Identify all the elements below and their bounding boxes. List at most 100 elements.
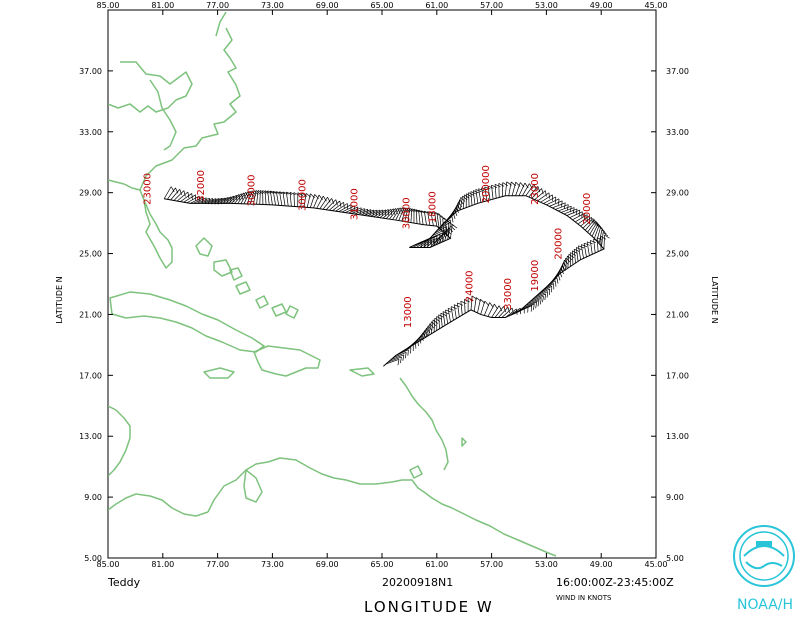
wind-barb	[243, 191, 251, 204]
wind-barb	[282, 191, 286, 206]
wind-barb-flag	[282, 191, 289, 195]
lon-tick-bottom-1: 81.00	[151, 560, 174, 569]
altitude-label-0: 23000	[142, 173, 153, 205]
wind-barb	[313, 194, 320, 209]
wind-barb-flag	[556, 277, 559, 284]
wind-barb	[580, 216, 592, 227]
wind-barb	[422, 325, 429, 339]
wind-barb	[170, 188, 180, 201]
wind-barb-flag	[450, 225, 456, 231]
wind-barb	[460, 301, 463, 316]
wind-barb	[546, 277, 558, 288]
wind-barb	[454, 199, 460, 214]
wind-barb	[487, 186, 491, 200]
wind-barb	[508, 307, 521, 317]
wind-barb	[560, 207, 575, 213]
wind-barb	[505, 308, 517, 318]
wind-barb	[508, 181, 512, 196]
wind-barb	[279, 191, 283, 206]
wind-barb-flag	[255, 190, 261, 195]
wind-barb-flag	[424, 210, 431, 214]
wind-barb	[552, 202, 566, 209]
lon-tick-bottom-6: 61.00	[425, 560, 448, 569]
us-east-coast	[139, 27, 241, 269]
wind-barb-flag	[424, 330, 429, 336]
wind-barb-flag	[542, 296, 544, 303]
wind-barb-flag	[442, 311, 449, 315]
wind-barb-flag	[507, 307, 511, 314]
wind-barb	[438, 219, 451, 229]
altitude-label-2: 30000	[247, 175, 258, 207]
wind-barb	[329, 200, 341, 211]
wind-barb	[475, 189, 479, 204]
wind-barb	[589, 240, 593, 255]
lat-tick-left-8: 37.00	[79, 67, 102, 76]
wind-barb	[357, 209, 372, 215]
wind-barb-flag	[583, 242, 590, 246]
wind-barb-flag	[541, 188, 544, 195]
wind-barb-flag	[434, 317, 441, 322]
wind-barb-flag	[471, 295, 478, 300]
wind-barb	[249, 190, 255, 205]
wind-barb-flag	[400, 357, 402, 364]
wind-barb-flag	[544, 293, 547, 300]
wind-barb	[300, 192, 303, 207]
wind-barb	[401, 207, 407, 222]
wind-barb	[379, 208, 392, 219]
coastlines	[108, 11, 557, 557]
wind-barb-flag	[467, 297, 474, 301]
lat-tick-right-0: 5.00	[666, 554, 684, 563]
wind-barb-flag	[567, 255, 573, 261]
wind-barb	[338, 204, 352, 212]
altitude-label-6: 18000	[427, 191, 438, 223]
wind-barb	[272, 191, 276, 206]
wind-barb	[360, 209, 375, 216]
wind-barb-flag	[390, 209, 393, 216]
wind-barb	[167, 187, 176, 200]
wind-barb	[415, 209, 418, 224]
y-axis-title-right: LATITUDE N	[710, 276, 719, 323]
barbados	[461, 437, 467, 447]
wind-barb-flag	[554, 280, 557, 287]
wind-barb	[484, 186, 488, 201]
wind-barb-flag	[447, 307, 454, 311]
wind-barb	[584, 219, 595, 231]
wind-barb-flag	[503, 306, 507, 313]
wind-barb	[522, 183, 530, 196]
wind-barb-flag	[575, 208, 578, 215]
wind-barb	[525, 184, 535, 196]
wind-barb-flag	[445, 309, 452, 313]
wind-barb	[511, 307, 525, 315]
wind-barb-flag	[494, 303, 498, 310]
wind-barb	[504, 181, 508, 196]
wind-barb	[566, 209, 580, 216]
wind-barb-flag	[427, 239, 429, 246]
lat-tick-left-1: 9.00	[84, 493, 102, 502]
altitude-label-8: 23000	[530, 173, 541, 205]
wind-barb	[183, 194, 196, 203]
lon-tick-bottom-0: 85.00	[97, 560, 120, 569]
bahamas-4	[255, 295, 269, 309]
wind-barb-flag	[537, 300, 540, 307]
wind-barb	[569, 211, 583, 218]
wind-barb-flag	[581, 244, 587, 247]
lon-tick-top-0: 85.00	[97, 1, 120, 10]
wind-barb	[398, 347, 412, 355]
wind-barb	[444, 227, 449, 242]
wind-barb	[416, 240, 429, 248]
noaa-logo-text: NOAA/H	[737, 597, 794, 613]
x-axis-title: LONGITUDE W	[364, 598, 494, 616]
wind-barb	[528, 186, 539, 198]
wind-barb-flag	[322, 195, 327, 202]
wind-barb-flag	[601, 229, 607, 235]
wind-barb	[231, 193, 242, 204]
wind-barb-flag	[511, 307, 514, 314]
wind-barb	[555, 204, 569, 210]
wind-barb-flag	[448, 227, 453, 233]
wind-barb-flag	[431, 321, 437, 327]
wind-barb	[564, 256, 568, 270]
maracaibo	[243, 469, 263, 503]
wind-barb	[470, 191, 473, 206]
altitude-label-13: 33000	[503, 278, 514, 310]
